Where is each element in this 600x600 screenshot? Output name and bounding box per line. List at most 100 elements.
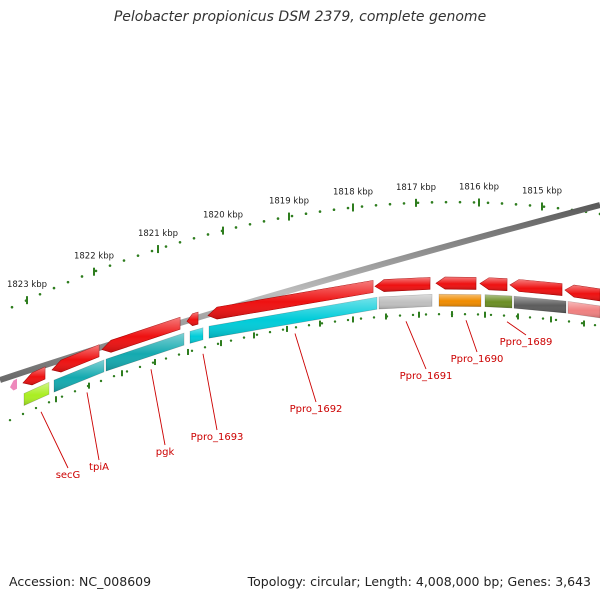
ruler-dot: [318, 210, 322, 213]
lower-dot: [528, 316, 532, 319]
ruler-dot: [388, 202, 392, 206]
gene-gloss: [54, 359, 104, 393]
ruler-dot: [52, 286, 56, 290]
ruler-dot: [444, 200, 448, 204]
ruler-dot: [346, 206, 350, 210]
gene-label: tpiA: [89, 462, 109, 473]
lower-dot: [21, 412, 25, 416]
ruler-dot: [500, 202, 504, 205]
lower-dot: [333, 320, 337, 323]
ruler-dot: [458, 200, 462, 204]
cds-arrow-gloss: [436, 277, 476, 290]
ruler-dot: [542, 205, 546, 208]
ruler-dot: [108, 264, 112, 267]
pink-marker: [10, 378, 17, 391]
lower-dot: [281, 328, 285, 331]
ruler-dot: [136, 254, 140, 257]
ruler-dot: [416, 201, 420, 205]
lower-dot: [307, 324, 311, 327]
lower-dot: [411, 313, 415, 317]
ruler-dot: [262, 220, 266, 223]
kbp-label: 1822 kbp: [74, 252, 114, 262]
gene-gloss: [514, 296, 566, 314]
ruler-dot: [10, 305, 14, 309]
kbp-label: 1819 kbp: [269, 197, 309, 207]
ruler-dot: [290, 214, 294, 218]
ruler-dot: [66, 280, 70, 284]
cds-arrow-gloss: [208, 280, 373, 320]
cds-arrow-gloss: [565, 285, 600, 301]
lower-dot: [8, 418, 12, 422]
kbp-label: 1816 kbp: [459, 183, 499, 193]
gene-gloss: [485, 294, 512, 308]
lower-dot: [112, 374, 116, 378]
lower-dot: [346, 318, 350, 322]
lower-dot: [437, 313, 441, 316]
ruler-dot: [430, 201, 434, 204]
kbp-label: 1815 kbp: [522, 186, 562, 196]
ruler-dot: [556, 206, 560, 210]
gene-label: secG: [56, 470, 81, 481]
lower-dot: [164, 357, 168, 360]
gene-label: Ppro_1692: [290, 404, 343, 415]
gene-gloss: [209, 297, 377, 339]
kbp-label: 1817 kbp: [396, 183, 436, 193]
feature-track: [10, 276, 600, 406]
leader-line: [150, 369, 166, 446]
lower-dot: [424, 313, 428, 316]
cds-arrow-gloss: [510, 279, 562, 296]
leader-line: [506, 321, 527, 336]
cds-arrow-gloss: [187, 312, 198, 326]
leader-line: [202, 353, 218, 431]
ruler-dot: [38, 292, 42, 296]
leader-line: [86, 392, 100, 461]
gene-label: pgk: [156, 447, 175, 458]
leader-line: [40, 411, 69, 469]
lower-dot: [203, 346, 207, 349]
ruler-dot: [472, 201, 476, 204]
ruler-dot: [514, 203, 518, 206]
genome-stats-text: Topology: circular; Length: 4,008,000 bp…: [247, 574, 591, 589]
ruler-dot: [528, 204, 532, 207]
accession-text: Accession: NC_008609: [9, 574, 152, 589]
lower-dot: [47, 401, 51, 404]
lower-dot: [138, 365, 142, 369]
lower-dot: [554, 318, 558, 322]
ruler-dot: [276, 217, 280, 220]
lower-dot: [216, 342, 220, 346]
gene-gloss: [106, 333, 184, 372]
lower-dot: [255, 333, 259, 336]
gene-gloss: [190, 327, 203, 344]
cds-arrow-gloss: [375, 277, 430, 292]
lower-dot: [151, 361, 155, 364]
leader-line: [294, 333, 317, 403]
ruler-dot: [304, 212, 308, 216]
ruler-dot: [486, 201, 490, 205]
lower-dot: [294, 326, 298, 329]
lower-dot: [60, 395, 64, 398]
gene-gloss: [568, 301, 600, 318]
kbp-label: 1820 kbp: [203, 211, 243, 221]
lower-dot: [580, 322, 584, 325]
ruler-dot: [360, 205, 364, 208]
ruler-dot: [332, 208, 336, 212]
gene-gloss: [439, 294, 481, 307]
kbp-ruler: 1823 kbp 1822 kbp 1821 kbp 1820 kbp 1819 kbp…: [7, 183, 600, 309]
lower-dot: [398, 314, 402, 317]
lower-dot: [489, 313, 493, 317]
lower-dot: [99, 379, 103, 383]
cds-arrow-gloss: [52, 344, 99, 373]
lower-dot: [567, 320, 571, 323]
leader-line: [405, 321, 427, 370]
lower-dot: [177, 353, 181, 356]
ruler-dot: [164, 245, 168, 248]
lower-dot: [502, 314, 506, 317]
lower-dot: [34, 406, 38, 410]
lower-dot: [268, 330, 272, 334]
leader-line: [465, 320, 478, 353]
cds-arrow-gloss: [23, 367, 45, 385]
cds-arrow-gloss: [102, 317, 180, 353]
lower-dot: [125, 370, 129, 373]
lower-dot: [359, 317, 363, 320]
ruler-dot: [234, 226, 238, 229]
